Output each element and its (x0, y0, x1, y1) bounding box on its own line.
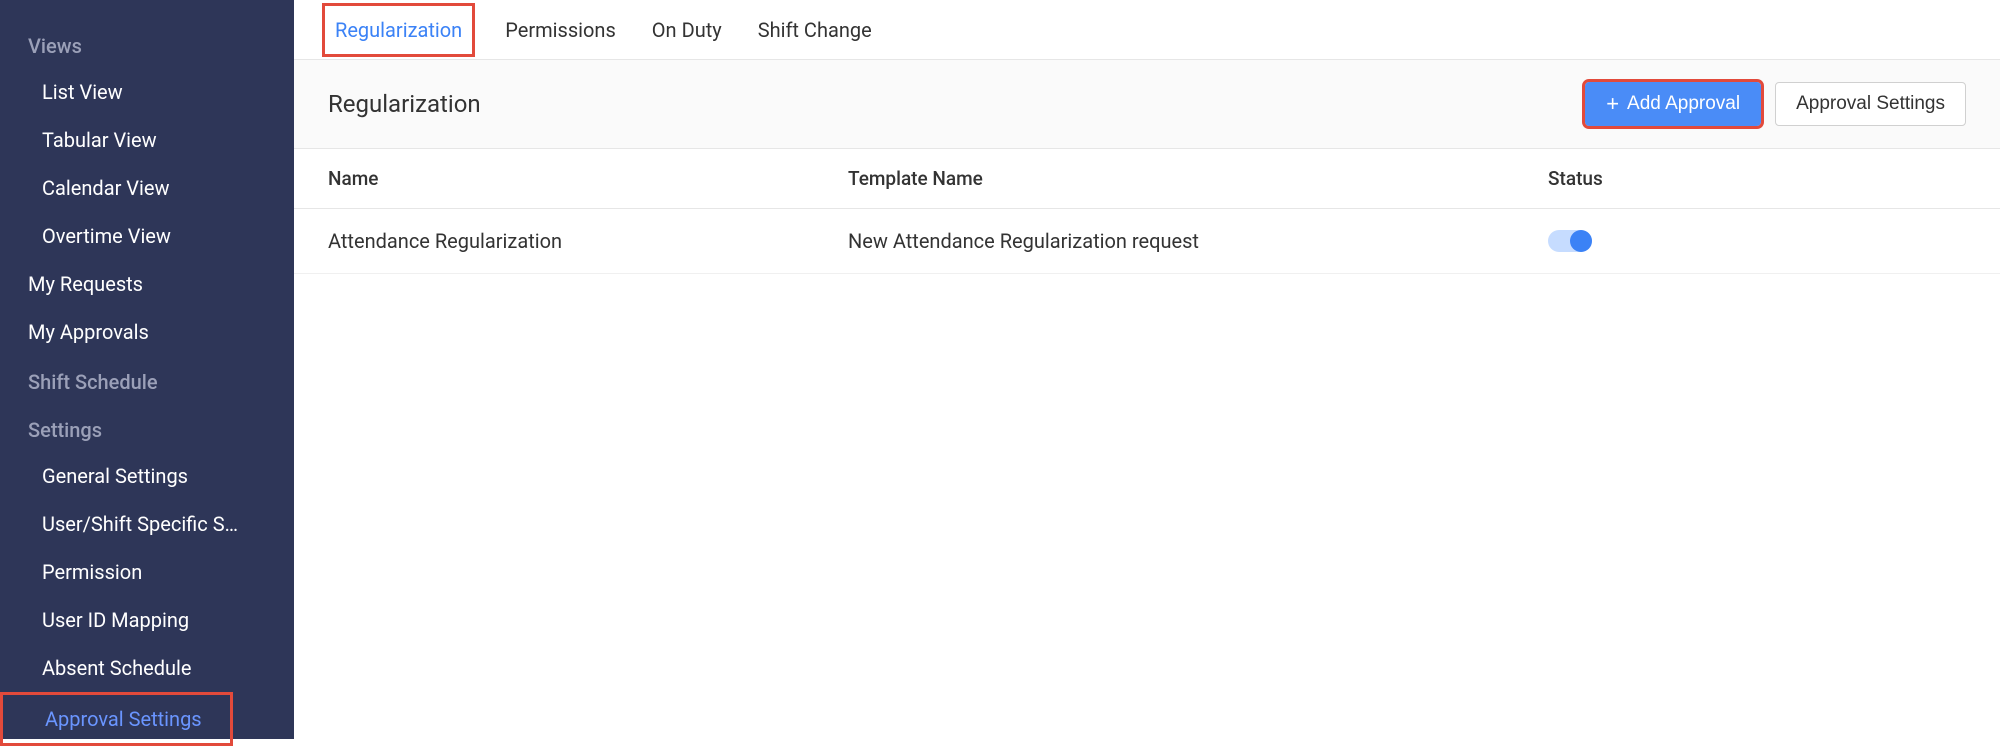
sidebar-section-shift-schedule[interactable]: Shift Schedule (0, 356, 294, 404)
sidebar-item-calendar-view[interactable]: Calendar View (0, 164, 294, 212)
sidebar-item-my-approvals[interactable]: My Approvals (0, 308, 294, 356)
sidebar-item-tabular-view[interactable]: Tabular View (0, 116, 294, 164)
tab-shift-change[interactable]: Shift Change (752, 2, 878, 58)
main-content: Regularization Permissions On Duty Shift… (294, 0, 2000, 739)
cell-status (1548, 230, 1966, 252)
col-header-name: Name (328, 167, 848, 190)
page-header: Regularization + Add Approval Approval S… (294, 60, 2000, 149)
tab-permissions[interactable]: Permissions (499, 2, 622, 58)
sidebar-section-views: Views (0, 20, 294, 68)
col-header-template: Template Name (848, 167, 1548, 190)
table-header: Name Template Name Status (294, 149, 2000, 209)
tab-on-duty[interactable]: On Duty (646, 2, 728, 58)
sidebar-item-overtime-view[interactable]: Overtime View (0, 212, 294, 260)
approval-settings-button[interactable]: Approval Settings (1775, 82, 1966, 126)
sidebar-item-absent-schedule[interactable]: Absent Schedule (0, 644, 294, 692)
tab-regularization[interactable]: Regularization (322, 3, 475, 57)
sidebar-section-settings: Settings (0, 404, 294, 452)
toggle-knob (1570, 230, 1592, 252)
add-approval-button[interactable]: + Add Approval (1585, 82, 1761, 126)
sidebar-item-list-view[interactable]: List View (0, 68, 294, 116)
sidebar-item-general-settings[interactable]: General Settings (0, 452, 294, 500)
status-toggle[interactable] (1548, 230, 1592, 252)
sidebar-item-permission[interactable]: Permission (0, 548, 294, 596)
sidebar: Views List View Tabular View Calendar Vi… (0, 0, 294, 739)
tabs-bar: Regularization Permissions On Duty Shift… (294, 0, 2000, 60)
approvals-table: Name Template Name Status Attendance Reg… (294, 149, 2000, 274)
header-actions: + Add Approval Approval Settings (1585, 82, 1966, 126)
page-title: Regularization (328, 90, 481, 118)
col-header-status: Status (1548, 167, 1966, 190)
cell-template: New Attendance Regularization request (848, 229, 1548, 253)
plus-icon: + (1606, 93, 1619, 115)
sidebar-item-user-shift-specific[interactable]: User/Shift Specific S… (0, 500, 294, 548)
table-row[interactable]: Attendance Regularization New Attendance… (294, 209, 2000, 274)
sidebar-item-approval-settings[interactable]: Approval Settings (0, 692, 233, 746)
sidebar-item-my-requests[interactable]: My Requests (0, 260, 294, 308)
sidebar-item-user-id-mapping[interactable]: User ID Mapping (0, 596, 294, 644)
sidebar-item-label: User/Shift Specific S… (42, 512, 242, 536)
add-approval-label: Add Approval (1627, 93, 1740, 115)
cell-name: Attendance Regularization (328, 229, 848, 253)
